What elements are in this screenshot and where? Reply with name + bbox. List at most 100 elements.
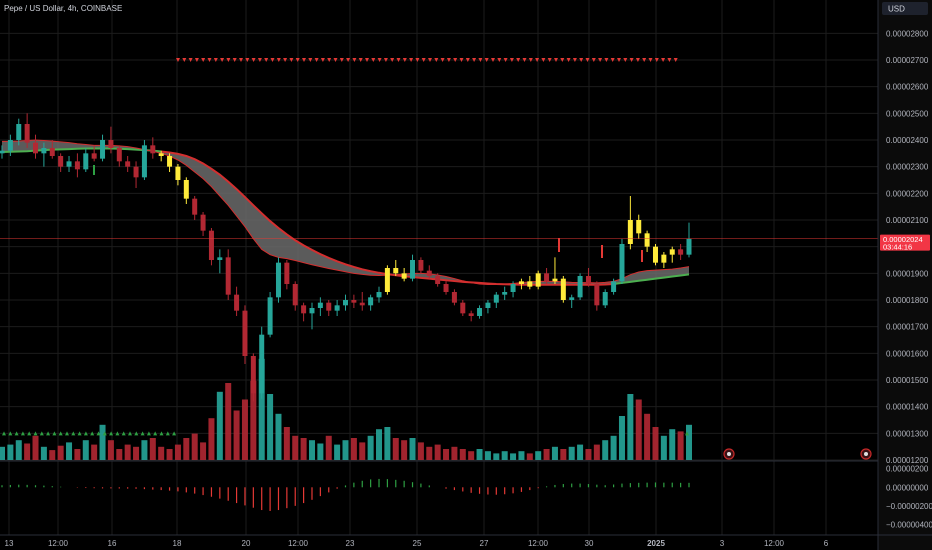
sell-signal-marker bbox=[213, 58, 218, 62]
sell-signal-marker bbox=[497, 58, 502, 62]
sell-signal-marker bbox=[276, 58, 281, 62]
volume-bar bbox=[124, 444, 131, 460]
volume-bar bbox=[560, 449, 567, 460]
sell-signal-marker bbox=[491, 58, 495, 62]
time-tick-label: 12:00 bbox=[288, 539, 309, 548]
candle-body bbox=[242, 310, 248, 356]
currency-button[interactable] bbox=[882, 2, 928, 15]
sell-signal-marker bbox=[667, 58, 672, 62]
volume-bar bbox=[99, 424, 106, 460]
candle-body bbox=[108, 140, 114, 148]
volume-bar bbox=[660, 435, 667, 460]
volume-bar bbox=[459, 449, 466, 460]
sell-signal-marker bbox=[220, 58, 225, 62]
sell-signal-marker bbox=[251, 58, 256, 62]
candle-body bbox=[661, 254, 667, 263]
candle-body bbox=[83, 153, 89, 170]
volume-bar bbox=[300, 438, 307, 460]
chart-title: Pepe / US Dollar, 4h, COINBASE bbox=[4, 4, 122, 13]
candle-body bbox=[376, 292, 382, 298]
buy-signal-marker bbox=[65, 431, 69, 436]
current-price-tag[interactable]: 0.00002024 03:44:16 bbox=[880, 234, 930, 252]
event-marker-icon[interactable] bbox=[723, 448, 735, 460]
price-tick-label: 0.00002700 bbox=[886, 56, 929, 65]
sell-signal-marker bbox=[320, 58, 325, 62]
candle-body bbox=[560, 278, 566, 300]
volume-bar bbox=[250, 380, 257, 460]
price-tick-label: 0.00002100 bbox=[886, 216, 929, 225]
buy-signal-marker bbox=[71, 431, 76, 436]
volume-bar bbox=[409, 438, 416, 460]
candle-body bbox=[485, 302, 491, 308]
time-tick-label: 16 bbox=[108, 539, 117, 548]
sell-signal-marker bbox=[528, 58, 533, 62]
buy-signal-marker bbox=[128, 431, 132, 436]
volume-bar bbox=[225, 383, 232, 460]
volume-bar bbox=[551, 446, 558, 460]
signal-markers bbox=[2, 58, 689, 436]
volume-bar bbox=[526, 453, 533, 460]
sell-signal-marker bbox=[232, 58, 237, 62]
volume-bar bbox=[451, 446, 458, 460]
candle-body bbox=[24, 124, 30, 143]
volume-bar bbox=[267, 394, 274, 460]
ma-cloud bbox=[1, 139, 690, 286]
volume-bar bbox=[325, 435, 332, 460]
sell-signal-marker bbox=[459, 58, 464, 62]
price-tick-label: 0.00001700 bbox=[886, 323, 929, 332]
volume-bar bbox=[57, 445, 64, 460]
sell-signal-marker bbox=[541, 58, 546, 62]
volume-bar bbox=[208, 418, 215, 460]
candle-body bbox=[426, 270, 432, 276]
candle-body bbox=[418, 260, 424, 271]
volume-bar bbox=[191, 433, 198, 460]
buy-signal-marker bbox=[20, 431, 25, 436]
candle-body bbox=[58, 156, 64, 167]
ma-cloud-fill bbox=[2, 140, 689, 285]
sell-signal-marker bbox=[673, 58, 678, 62]
event-marker-icon[interactable] bbox=[860, 448, 872, 460]
volume-bar bbox=[133, 446, 140, 460]
volume-bar bbox=[233, 410, 240, 460]
volume-bar bbox=[49, 450, 56, 460]
candle-body bbox=[301, 305, 307, 314]
candle-body bbox=[183, 180, 189, 199]
candle-body bbox=[116, 148, 122, 162]
event-markers[interactable] bbox=[723, 448, 872, 460]
buy-signal-marker bbox=[153, 431, 158, 436]
candle-body bbox=[217, 257, 223, 260]
buy-signal-marker bbox=[134, 431, 139, 436]
price-axis[interactable] bbox=[878, 0, 932, 550]
buy-signal-marker bbox=[140, 431, 145, 436]
candle-body bbox=[0, 150, 5, 154]
price-tick-label: 0.00002200 bbox=[886, 189, 929, 198]
sell-signal-marker bbox=[598, 58, 603, 62]
time-tick-label: 3 bbox=[720, 539, 725, 548]
sell-signal-marker bbox=[604, 58, 609, 62]
volume-bar bbox=[200, 442, 207, 460]
sell-signal-marker bbox=[352, 58, 357, 62]
candle-body bbox=[225, 257, 231, 295]
volume-bar bbox=[7, 444, 14, 460]
price-tick-label: 0.00001300 bbox=[886, 429, 929, 438]
sell-signal-marker bbox=[648, 58, 653, 62]
candle-body bbox=[669, 249, 675, 255]
sell-signal-marker bbox=[358, 58, 363, 62]
volume-bar bbox=[518, 451, 525, 460]
sell-signal-marker bbox=[245, 58, 250, 62]
fast-ma-line bbox=[2, 139, 690, 286]
sell-signal-marker bbox=[264, 58, 269, 62]
oscillator-tick-label: −0.00000400 bbox=[886, 520, 932, 529]
volume-bar bbox=[593, 444, 600, 460]
candle-body bbox=[267, 297, 273, 335]
candle-body bbox=[585, 276, 591, 284]
volume-bar bbox=[585, 449, 592, 460]
volume-bar bbox=[610, 435, 617, 460]
sell-signal-marker bbox=[314, 58, 319, 62]
candlesticks[interactable] bbox=[0, 113, 692, 402]
sell-signal-marker bbox=[591, 58, 596, 62]
candle-body bbox=[627, 220, 633, 244]
volume-bar bbox=[116, 449, 123, 460]
volume-bar bbox=[308, 440, 315, 460]
